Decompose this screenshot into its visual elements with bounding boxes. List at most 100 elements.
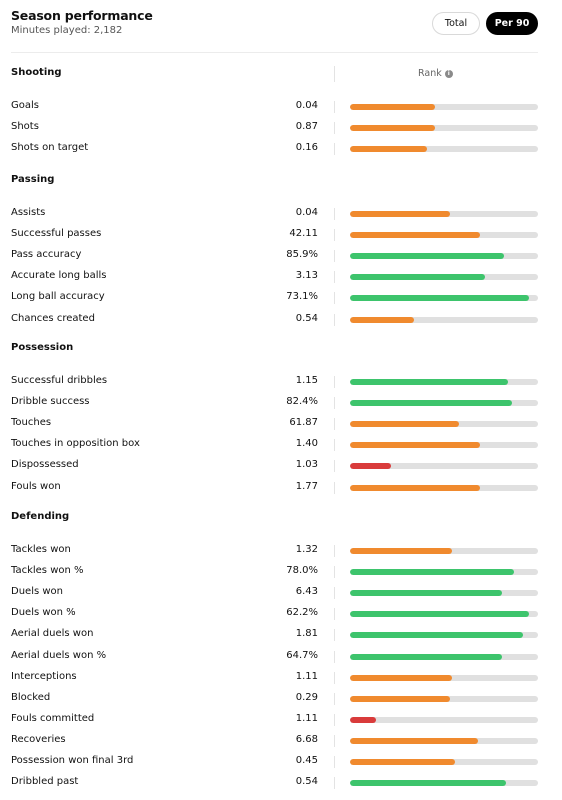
rank-bar-track [350, 675, 538, 681]
rank-bar-track [350, 232, 538, 238]
rank-bar-fill [350, 569, 514, 575]
stat-label: Duels won [11, 586, 63, 597]
stat-value: 61.87 [289, 417, 318, 428]
row-divider [334, 418, 335, 430]
stat-value: 1.15 [295, 375, 318, 386]
row-divider [334, 651, 335, 663]
stat-value: 62.2% [286, 607, 318, 618]
row-divider [334, 777, 335, 789]
rank-bar-track [350, 400, 538, 406]
stat-row: Tackles won 1.32 [0, 541, 562, 561]
stat-row: Pass accuracy 85.9% [0, 246, 562, 266]
stat-row: Long ball accuracy 73.1% [0, 288, 562, 308]
stat-row: Aerial duels won % 64.7% [0, 647, 562, 667]
rank-bar-fill [350, 442, 480, 448]
stat-value: 82.4% [286, 396, 318, 407]
stat-value: 3.13 [295, 270, 318, 281]
stat-value: 0.04 [295, 207, 318, 218]
rank-bar-track [350, 442, 538, 448]
rank-bar-fill [350, 738, 478, 744]
rank-bar-track [350, 295, 538, 301]
rank-bar-fill [350, 611, 529, 617]
stat-value: 6.43 [295, 586, 318, 597]
row-divider [334, 587, 335, 599]
row-divider [334, 482, 335, 494]
row-divider [334, 314, 335, 326]
column-divider [334, 66, 335, 82]
stat-value: 6.68 [295, 734, 318, 745]
stat-label: Duels won % [11, 607, 76, 618]
rank-bar-fill [350, 463, 392, 469]
rank-bar-fill [350, 295, 529, 301]
stat-row: Duels won % 62.2% [0, 604, 562, 624]
stat-row: Dispossessed 1.03 [0, 456, 562, 476]
rank-label: Rank [418, 68, 442, 79]
stat-row: Touches 61.87 [0, 414, 562, 434]
row-divider [334, 143, 335, 155]
rank-bar-fill [350, 548, 452, 554]
stat-row: Tackles won % 78.0% [0, 562, 562, 582]
info-icon[interactable]: i [444, 69, 453, 78]
stat-row: Aerial duels won 1.81 [0, 625, 562, 645]
stat-value: 1.11 [295, 671, 318, 682]
row-divider [334, 672, 335, 684]
stat-row: Shots 0.87 [0, 118, 562, 138]
stat-label: Interceptions [11, 671, 77, 682]
rank-bar-track [350, 211, 538, 217]
stat-row: Chances created 0.54 [0, 310, 562, 330]
stat-row: Accurate long balls 3.13 [0, 267, 562, 287]
row-divider [334, 608, 335, 620]
stat-value: 0.45 [295, 755, 318, 766]
rank-bar-track [350, 125, 538, 131]
stat-value: 0.54 [295, 776, 318, 787]
stat-label: Aerial duels won [11, 628, 94, 639]
rank-bar-track [350, 379, 538, 385]
rank-bar-track [350, 253, 538, 259]
rank-bar-track [350, 569, 538, 575]
rank-bar-track [350, 317, 538, 323]
stat-row: Recoveries 6.68 [0, 731, 562, 751]
total-toggle-button[interactable]: Total [432, 12, 480, 35]
row-divider [334, 735, 335, 747]
stat-row: Possession won final 3rd 0.45 [0, 752, 562, 772]
stat-value: 0.04 [295, 100, 318, 111]
row-divider [334, 397, 335, 409]
rank-bar-track [350, 738, 538, 744]
rank-bar-track [350, 274, 538, 280]
stat-row: Fouls won 1.77 [0, 478, 562, 498]
rank-bar-fill [350, 654, 503, 660]
stat-row: Goals 0.04 [0, 97, 562, 117]
rank-bar-fill [350, 125, 435, 131]
header-divider [11, 52, 538, 53]
stat-label: Tackles won [11, 544, 71, 555]
row-divider [334, 714, 335, 726]
rank-bar-track [350, 485, 538, 491]
rank-bar-fill [350, 379, 508, 385]
stat-label: Long ball accuracy [11, 291, 105, 302]
stat-value: 0.54 [295, 313, 318, 324]
per90-toggle-button[interactable]: Per 90 [486, 12, 538, 35]
rank-bar-fill [350, 675, 452, 681]
stat-label: Shots [11, 121, 39, 132]
rank-bar-fill [350, 104, 435, 110]
rank-bar-fill [350, 211, 450, 217]
rank-bar-fill [350, 717, 377, 723]
rank-bar-track [350, 611, 538, 617]
section-title: Shooting [11, 67, 62, 78]
section-title: Defending [11, 511, 70, 522]
stat-row: Touches in opposition box 1.40 [0, 435, 562, 455]
row-divider [334, 629, 335, 641]
stat-value: 1.32 [295, 544, 318, 555]
card-title: Season performance [11, 8, 153, 23]
rank-bar-track [350, 654, 538, 660]
rank-bar-fill [350, 253, 505, 259]
rank-bar-track [350, 632, 538, 638]
rank-bar-track [350, 421, 538, 427]
stat-label: Goals [11, 100, 39, 111]
stat-label: Fouls won [11, 481, 61, 492]
row-divider [334, 566, 335, 578]
stat-label: Tackles won % [11, 565, 84, 576]
stat-value: 0.87 [295, 121, 318, 132]
rank-bar-fill [350, 232, 480, 238]
stat-label: Successful passes [11, 228, 102, 239]
